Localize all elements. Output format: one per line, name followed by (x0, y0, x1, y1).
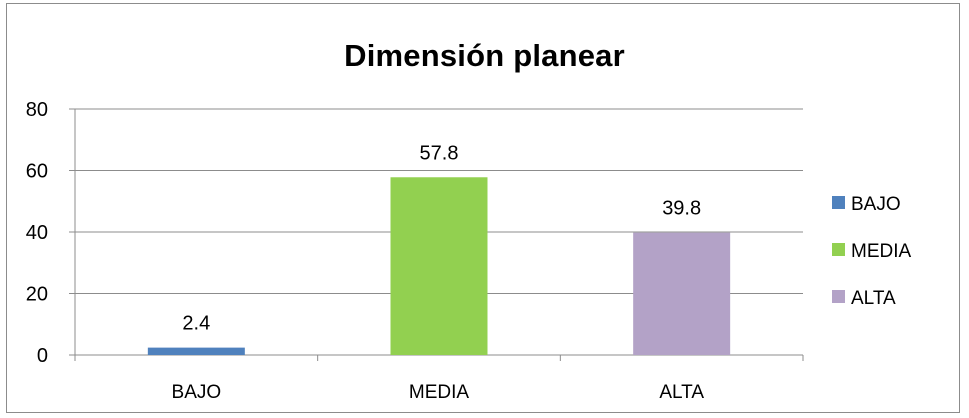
y-tick-label: 20 (26, 284, 48, 306)
bars (147, 177, 731, 355)
data-label: 39.8 (662, 198, 701, 220)
bar-bajo (147, 347, 245, 355)
data-label: 2.4 (182, 313, 210, 335)
data-label: 57.8 (420, 142, 459, 164)
legend-label: ALTA (851, 288, 896, 309)
y-tick-label: 40 (26, 222, 48, 244)
y-tick-label: 60 (26, 161, 48, 183)
legend-swatch (832, 196, 845, 209)
legend: BAJO MEDIA ALTA (832, 194, 912, 309)
x-tick-label: ALTA (659, 382, 704, 403)
bar-media (390, 177, 488, 355)
legend-label: MEDIA (851, 241, 912, 262)
y-tick-label: 80 (26, 99, 48, 121)
legend-swatch (832, 243, 845, 256)
x-tick-label: MEDIA (409, 382, 470, 403)
chart-title: Dimensión planear (344, 38, 625, 73)
bar-alta (633, 232, 731, 355)
legend-swatch (832, 290, 845, 303)
legend-label: BAJO (851, 194, 901, 215)
data-labels: 2.4 57.8 39.8 (182, 142, 701, 334)
x-tick-label: BAJO (172, 382, 222, 403)
y-tick-label: 0 (37, 345, 48, 367)
